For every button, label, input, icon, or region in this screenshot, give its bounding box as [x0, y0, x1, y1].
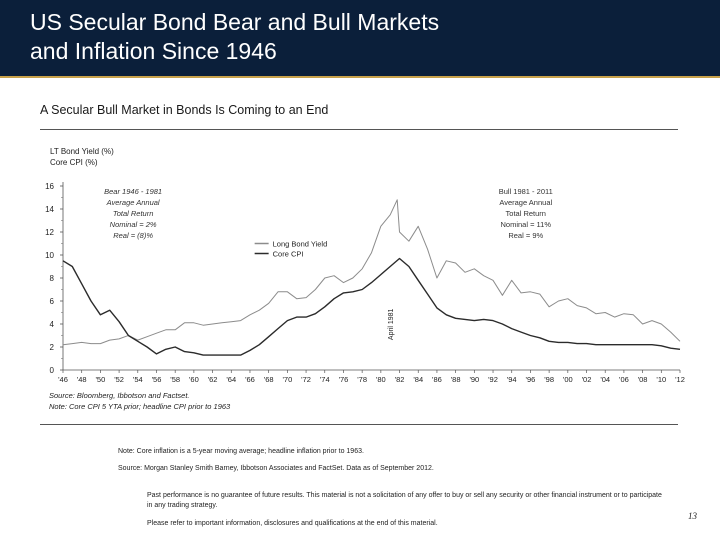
x-tick-label: '10 [656, 375, 666, 384]
y-axis-label-cpi: Core CPI (%) [50, 158, 98, 167]
y-tick-label: 14 [45, 205, 54, 214]
y-axis-labels: LT Bond Yield (%) Core CPI (%) [50, 146, 114, 168]
bear-annotation-line: Total Return [113, 209, 154, 218]
slide-title: US Secular Bond Bear and Bull Markets an… [30, 9, 440, 64]
x-tick-label: '78 [357, 375, 367, 384]
bottom-divider [40, 424, 678, 425]
x-tick-label: '90 [469, 375, 479, 384]
x-tick-label: '68 [264, 375, 274, 384]
x-tick-label: '54 [133, 375, 143, 384]
x-tick-label: '60 [189, 375, 199, 384]
x-tick-label: '48 [77, 375, 87, 384]
chart-source-line: Note: Core CPI 5 YTA prior; headline CPI… [49, 402, 231, 411]
x-tick-label: '50 [96, 375, 106, 384]
x-tick-label: '56 [152, 375, 162, 384]
bear-annotation-line: Real = (8)% [113, 231, 153, 240]
x-tick-label: '76 [339, 375, 349, 384]
y-tick-label: 12 [45, 228, 54, 237]
y-tick-label: 10 [45, 251, 54, 260]
y-tick-label: 6 [50, 297, 55, 306]
x-tick-label: '92 [488, 375, 498, 384]
x-tick-label: '84 [413, 375, 423, 384]
x-tick-label: '00 [563, 375, 573, 384]
x-tick-label: '96 [526, 375, 536, 384]
source-text: Source: Morgan Stanley Smith Barney, Ibb… [118, 465, 434, 472]
x-tick-label: '70 [282, 375, 292, 384]
divider-label: April 1981 [388, 308, 395, 340]
bull-annotation-line: Total Return [506, 209, 546, 218]
bear-annotation-line: Bear 1946 - 1981 [104, 187, 162, 196]
disclaimer-text: Past performance is no guarantee of futu… [147, 492, 662, 509]
legend-label-bond: Long Bond Yield [273, 240, 328, 249]
x-tick-label: '98 [544, 375, 554, 384]
bear-annotation-line: Nominal = 2% [110, 220, 157, 229]
x-tick-label: '72 [301, 375, 311, 384]
bear-annotation-line: Average Annual [106, 198, 160, 207]
title-banner: US Secular Bond Bear and Bull Markets an… [0, 0, 720, 78]
bond-yield-line [62, 199, 681, 346]
y-tick-label: 2 [50, 343, 55, 352]
bull-annotation-line: Bull 1981 - 2011 [499, 187, 553, 196]
x-tick-label: '12 [675, 375, 685, 384]
x-tick-label: '08 [638, 375, 648, 384]
x-tick-label: '52 [114, 375, 124, 384]
y-tick-label: 0 [50, 366, 55, 375]
page-number: 13 [688, 511, 697, 521]
x-tick-label: '82 [395, 375, 405, 384]
bull-annotation-line: Average Annual [499, 198, 552, 207]
x-tick-label: '46 [58, 375, 68, 384]
x-tick-label: '74 [320, 375, 330, 384]
x-tick-label: '88 [451, 375, 461, 384]
x-tick-label: '86 [432, 375, 442, 384]
x-tick-label: '64 [226, 375, 236, 384]
core-cpi-line [62, 257, 681, 356]
x-tick-label: '06 [619, 375, 629, 384]
y-tick-label: 16 [45, 182, 54, 191]
x-tick-label: '62 [208, 375, 218, 384]
x-tick-label: '94 [507, 375, 517, 384]
x-tick-label: '04 [600, 375, 610, 384]
refer-text: Please refer to important information, d… [147, 520, 438, 527]
x-tick-label: '66 [245, 375, 255, 384]
bull-annotation-line: Nominal = 11% [500, 220, 551, 229]
y-axis-label-bond: LT Bond Yield (%) [50, 147, 114, 156]
chart-subtitle: A Secular Bull Market in Bonds Is Coming… [40, 103, 329, 117]
bond-inflation-chart: 0 2 4 6 8 10 12 14 16 '46 '48 '50 '52 '54 '56 '58 '60 '62… [45, 182, 685, 411]
x-tick-label: '80 [376, 375, 386, 384]
y-tick-label: 4 [50, 320, 55, 329]
top-divider [40, 129, 678, 130]
y-tick-label: 8 [50, 274, 55, 283]
x-tick-label: '02 [582, 375, 592, 384]
note-text: Note: Core inflation is a 5-year moving … [118, 448, 364, 455]
x-tick-label: '58 [170, 375, 180, 384]
chart-source-line: Source: Bloomberg, Ibbotson and Factset. [49, 391, 190, 400]
legend-label-cpi: Core CPI [273, 250, 304, 259]
bull-annotation-line: Real = 9% [508, 231, 543, 240]
